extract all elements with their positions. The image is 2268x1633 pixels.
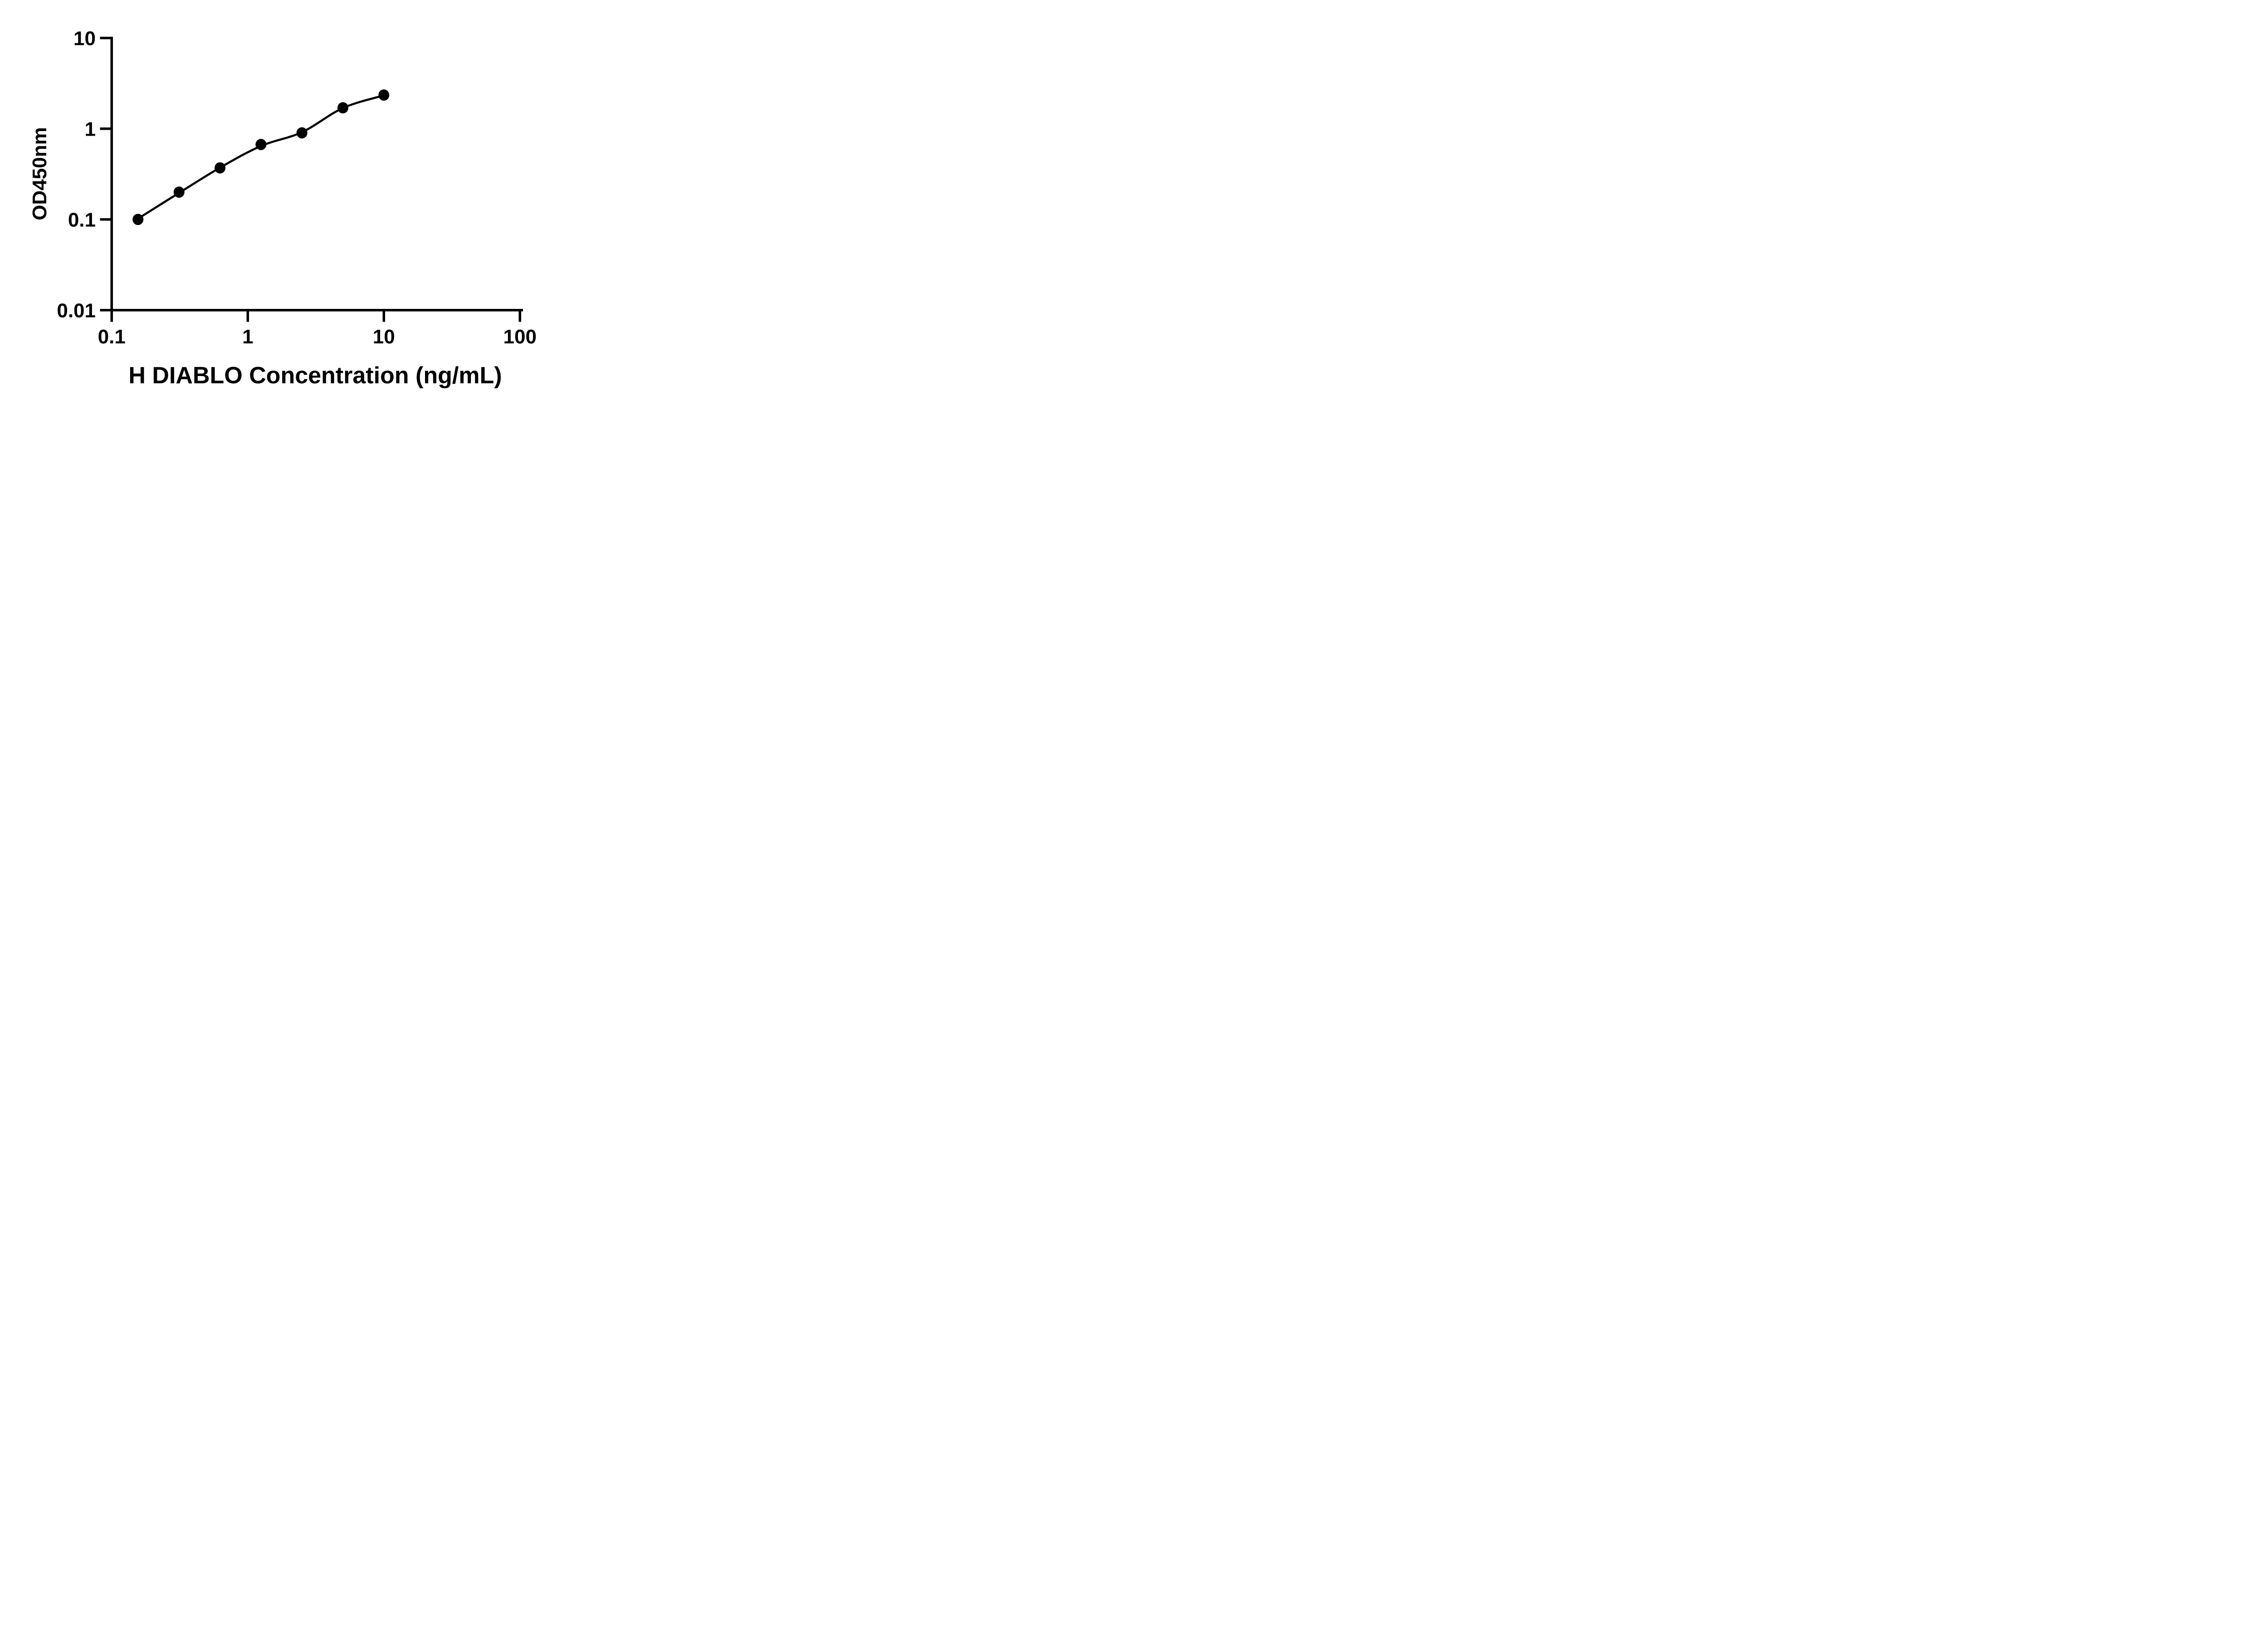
x-tick-label-100: 100 <box>503 326 537 348</box>
x-axis: 0.1 1 10 100 H DIABLO Concentration (ng/… <box>98 309 537 389</box>
chart-canvas: 10 1 0.1 0.01 OD450nm 0.1 1 10 100 H DIA… <box>29 27 537 389</box>
x-tick-label-0_1: 0.1 <box>98 326 126 348</box>
data-point-marker <box>173 186 185 198</box>
elisa-standard-curve-figure: 10 1 0.1 0.01 OD450nm 0.1 1 10 100 H DIA… <box>0 0 582 408</box>
data-point-marker <box>255 139 267 150</box>
y-tick-label-1: 1 <box>85 118 96 140</box>
y-axis: 10 1 0.1 0.01 OD450nm <box>29 27 113 322</box>
y-axis-title: OD450nm <box>29 127 51 220</box>
fit-curve <box>137 94 385 220</box>
data-point-marker <box>378 89 390 101</box>
y-tick-label-0_1: 0.1 <box>68 209 96 231</box>
y-tick-label-0_01: 0.01 <box>57 299 96 322</box>
data-point-marker <box>132 214 144 225</box>
data-points <box>132 89 390 225</box>
x-tick-label-10: 10 <box>373 326 395 348</box>
x-axis-title: H DIABLO Concentration (ng/mL) <box>128 362 502 389</box>
data-point-marker <box>296 127 308 139</box>
y-tick-label-10: 10 <box>73 27 96 49</box>
x-tick-label-1: 1 <box>242 326 253 348</box>
data-point-marker <box>337 102 348 114</box>
data-point-marker <box>215 162 226 174</box>
